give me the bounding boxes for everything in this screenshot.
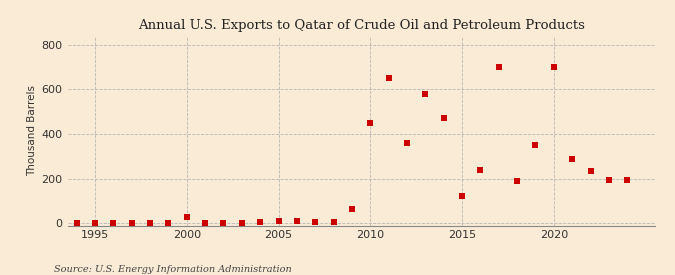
Title: Annual U.S. Exports to Qatar of Crude Oil and Petroleum Products: Annual U.S. Exports to Qatar of Crude Oi… <box>138 19 585 32</box>
Text: Source: U.S. Energy Information Administration: Source: U.S. Energy Information Administ… <box>54 265 292 274</box>
Point <box>622 178 632 182</box>
Point <box>603 178 614 182</box>
Point <box>72 221 82 225</box>
Y-axis label: Thousand Barrels: Thousand Barrels <box>28 85 37 176</box>
Point <box>108 221 119 225</box>
Point <box>475 167 486 172</box>
Point <box>493 65 504 69</box>
Point <box>126 221 137 225</box>
Point <box>438 116 449 120</box>
Point <box>163 221 174 225</box>
Point <box>365 121 376 125</box>
Point <box>200 221 211 225</box>
Point <box>310 220 321 224</box>
Point <box>53 221 63 225</box>
Point <box>254 220 265 224</box>
Point <box>420 92 431 96</box>
Point <box>402 141 412 145</box>
Point <box>346 207 357 211</box>
Point <box>548 65 559 69</box>
Point <box>530 143 541 147</box>
Point <box>292 219 302 224</box>
Point <box>218 221 229 225</box>
Point <box>383 76 394 80</box>
Point <box>328 220 339 224</box>
Point <box>585 169 596 173</box>
Point <box>273 219 284 224</box>
Point <box>512 179 522 183</box>
Point <box>144 221 155 225</box>
Point <box>457 194 468 199</box>
Point <box>90 221 101 225</box>
Point <box>182 214 192 219</box>
Point <box>567 156 578 161</box>
Point <box>236 221 247 225</box>
